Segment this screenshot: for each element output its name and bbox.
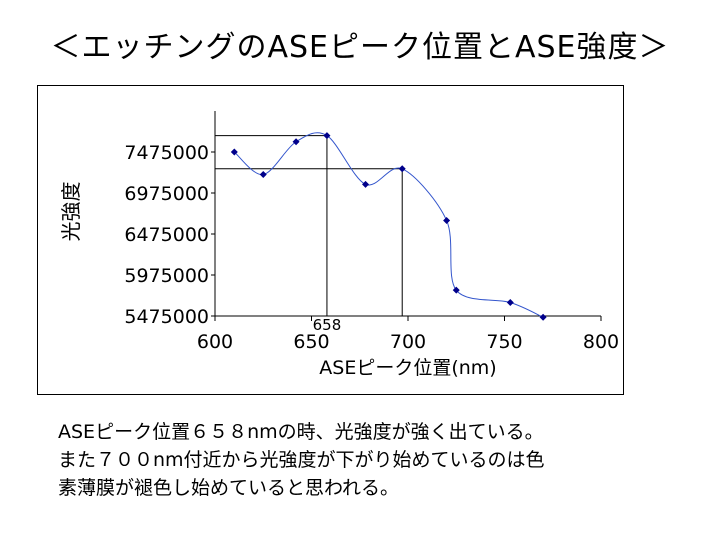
data-point	[230, 148, 238, 156]
annotation-label: 658	[313, 316, 342, 334]
data-point	[452, 286, 460, 294]
note-line-3: 素薄膜が褪色し始めていると思われる。	[58, 477, 400, 499]
x-tick-label: 600	[197, 331, 233, 353]
data-point	[292, 138, 300, 146]
y-axis-title: 光強度	[59, 182, 83, 242]
note-line-2: また７００nm付近から光強度が下がり始めているのは色	[58, 449, 545, 471]
note-line-1: ASEピーク位置６５８nmの時、光強度が強く出ている。	[58, 421, 544, 443]
y-tick-label: 5975000	[124, 265, 209, 287]
slide-title: ＜エッチングのASEピーク位置とASE強度＞	[50, 30, 670, 65]
x-tick-label: 750	[486, 331, 522, 353]
x-tick-label: 700	[390, 331, 426, 353]
series-line	[233, 132, 544, 318]
data-point	[398, 165, 406, 173]
data-point	[443, 216, 451, 224]
x-tick-label: 650	[293, 331, 329, 353]
data-point	[259, 171, 267, 179]
notes: ASEピーク位置６５８nmの時、光強度が強く出ている。 また７００nm付近から光…	[58, 418, 545, 502]
data-point	[323, 132, 331, 140]
data-point	[539, 313, 547, 321]
y-tick-label: 7475000	[124, 142, 209, 164]
y-tick-label: 5475000	[124, 306, 209, 328]
data-point	[506, 298, 514, 306]
x-tick-label: 800	[583, 331, 619, 353]
y-tick-label: 6475000	[124, 224, 209, 246]
y-tick-label: 6975000	[124, 183, 209, 205]
data-point	[362, 180, 370, 188]
chart-frame: 5475000 5975000 6475000 6975000 7475000 600 65…	[37, 85, 624, 395]
ase-chart: 5475000 5975000 6475000 6975000 7475000 600 65…	[59, 111, 619, 379]
x-axis-title: ASEピーク位置(nm)	[319, 357, 496, 379]
